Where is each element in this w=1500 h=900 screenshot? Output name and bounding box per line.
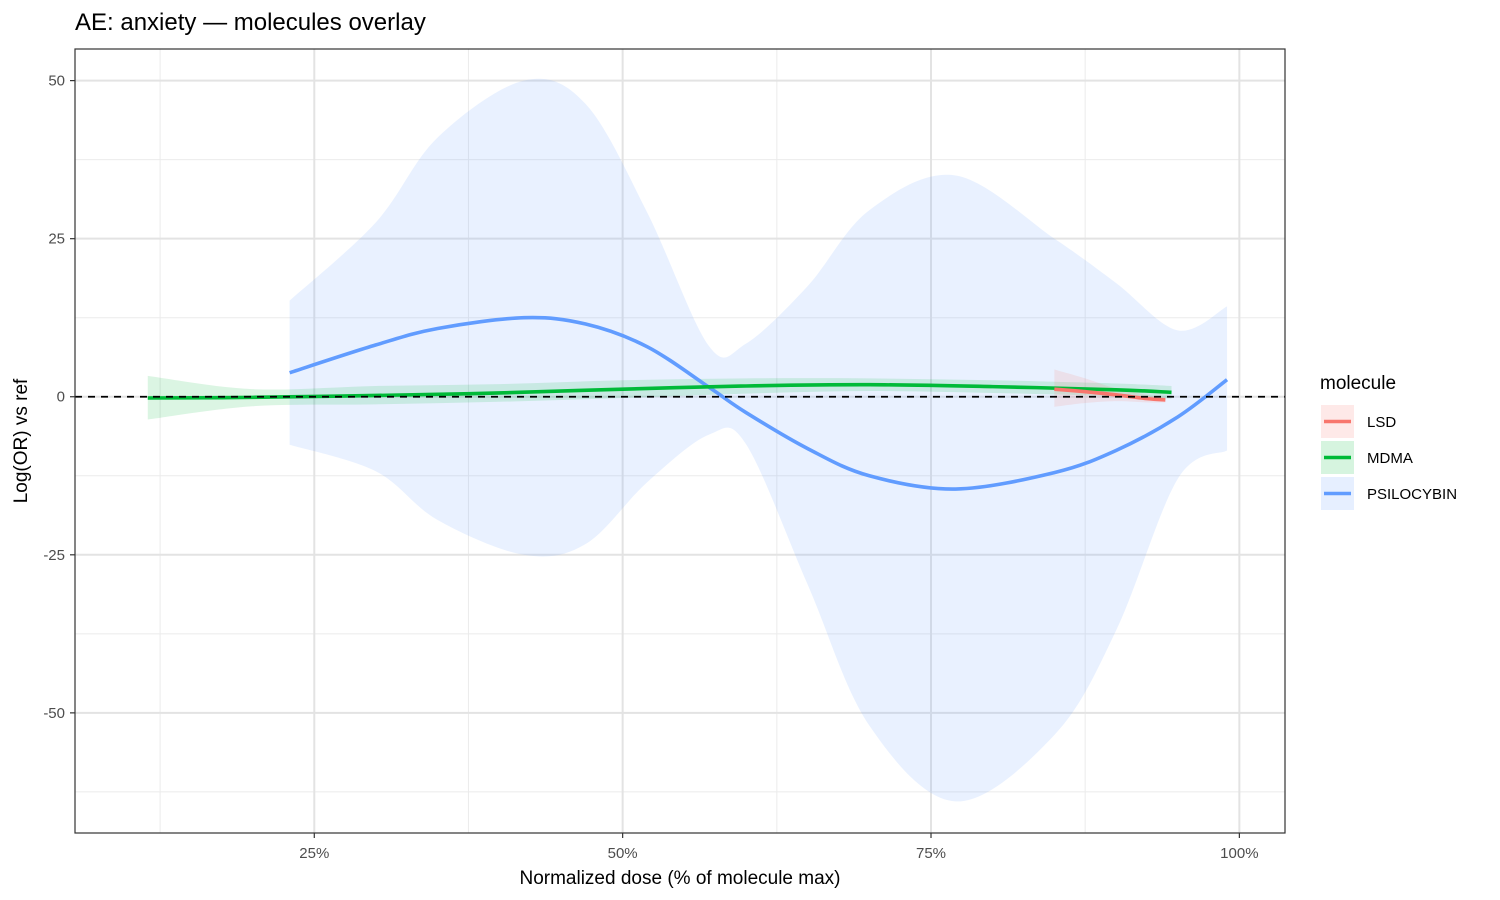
legend-title: molecule [1320, 373, 1396, 394]
legend-item-lsd: LSD [1321, 405, 1396, 438]
x-tick-label: 75% [916, 845, 946, 862]
ribbon-psilocybin [289, 78, 1228, 802]
legend-label: PSILOCYBIN [1367, 486, 1457, 503]
plot-panel [75, 49, 1285, 833]
legend-label: LSD [1367, 414, 1396, 431]
line-psilocybin [289, 315, 1229, 491]
x-tick-label: 100% [1220, 845, 1258, 862]
y-tick-label: -50 [43, 705, 65, 722]
panel-background [75, 49, 1285, 833]
plot-border [74, 48, 1286, 834]
x-tick-label: 50% [608, 845, 638, 862]
legend-label: MDMA [1367, 450, 1413, 467]
chart-title: AE: anxiety — molecules overlay [75, 9, 426, 36]
x-axis-ticks: 25% 50% 75% 100% [299, 833, 1259, 862]
grid-minor [75, 49, 1285, 833]
y-axis-ticks: 50 25 0 -25 -50 [43, 73, 75, 722]
legend: molecule LSD MDMA PSILOCYBIN [1320, 373, 1457, 510]
line-lsd [1054, 387, 1166, 402]
y-tick-label: 50 [48, 73, 65, 90]
x-tick-label: 25% [299, 845, 329, 862]
panel-border-rect [74, 48, 1286, 834]
y-tick-label: 25 [48, 231, 65, 248]
y-tick-label: -25 [43, 547, 65, 564]
x-axis-title: Normalized dose (% of molecule max) [519, 868, 840, 889]
legend-item-psilocybin: PSILOCYBIN [1321, 477, 1457, 510]
y-tick-label: 0 [57, 389, 65, 406]
y-axis-title: Log(OR) vs ref [11, 378, 32, 503]
legend-item-mdma: MDMA [1321, 441, 1413, 474]
